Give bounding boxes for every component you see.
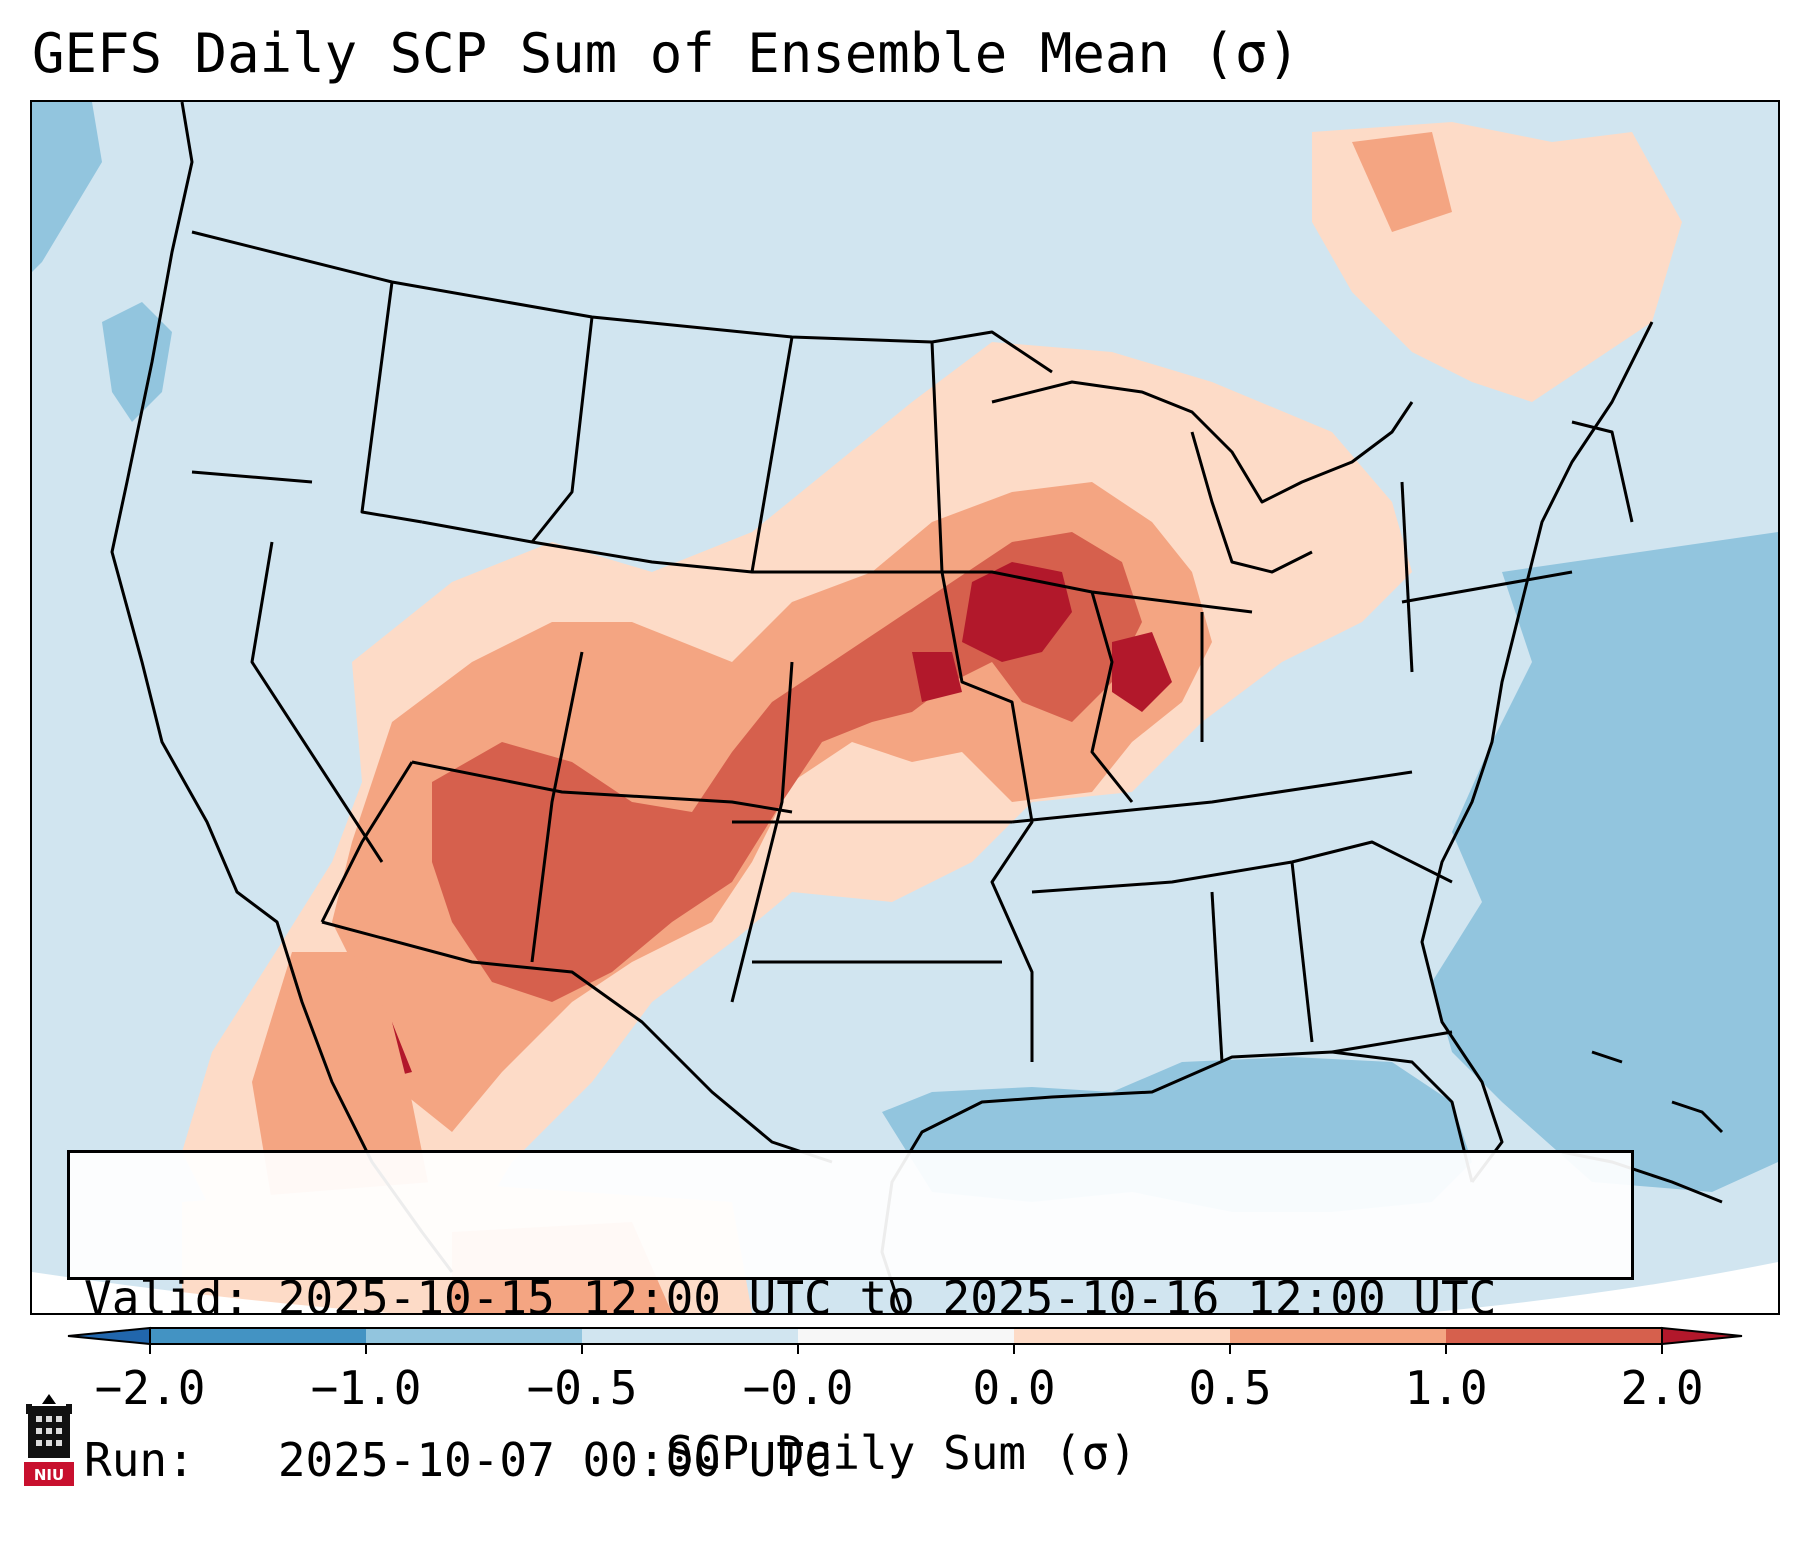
strong-positive-region <box>432 532 1142 1002</box>
colorbar-bin-3 <box>582 1328 798 1344</box>
colorbar-axis-label: SCP Daily Sum (σ) <box>666 1426 1137 1480</box>
colorbar-tick-label: −0.0 <box>742 1361 854 1415</box>
colorbar-tick-label: 2.0 <box>1620 1361 1704 1415</box>
colorbar-extend-high <box>1661 1326 1743 1346</box>
colorbar-tick-label: 0.5 <box>1188 1361 1272 1415</box>
colorbar-bin-5 <box>1014 1328 1230 1344</box>
niu-logo-icon: NIU <box>24 1394 74 1486</box>
colorbar-bin-2 <box>366 1328 582 1344</box>
map-panel <box>30 100 1780 1315</box>
colorbar-tick-label: 1.0 <box>1404 1361 1488 1415</box>
colorbar-bin-1 <box>150 1328 366 1344</box>
atlantic-negative-region <box>1432 532 1778 1192</box>
colorbar-tick-label: −2.0 <box>94 1361 206 1415</box>
extreme-positive-core-midwest <box>962 562 1072 662</box>
colorbar-extend-low <box>67 1326 151 1346</box>
projection-edge <box>32 1262 1778 1313</box>
scp-map <box>32 102 1778 1313</box>
colorbar <box>67 1326 1743 1354</box>
colorbar-tick-label: −1.0 <box>310 1361 422 1415</box>
colorbar-tick-label: 0.0 <box>972 1361 1056 1415</box>
colorbar-tick-label: −0.5 <box>526 1361 638 1415</box>
colorbar-bin-6 <box>1230 1328 1446 1344</box>
valid-time-text: Valid: 2025-10-15 12:00 UTC to 2025-10-1… <box>84 1271 1497 1325</box>
valid-run-info-box: Valid: 2025-10-15 12:00 UTC to 2025-10-1… <box>67 1150 1634 1487</box>
political-boundaries <box>110 102 1654 1313</box>
logo-text: NIU <box>34 1466 64 1484</box>
colorbar-bin-7 <box>1446 1328 1662 1344</box>
pacific-negative-region <box>32 102 102 272</box>
run-time-text: Run: 2025-10-07 00:00 UTC <box>84 1433 832 1487</box>
page-title: GEFS Daily SCP Sum of Ensemble Mean (σ) <box>32 22 1300 85</box>
colorbar-bin-4 <box>798 1328 1014 1344</box>
